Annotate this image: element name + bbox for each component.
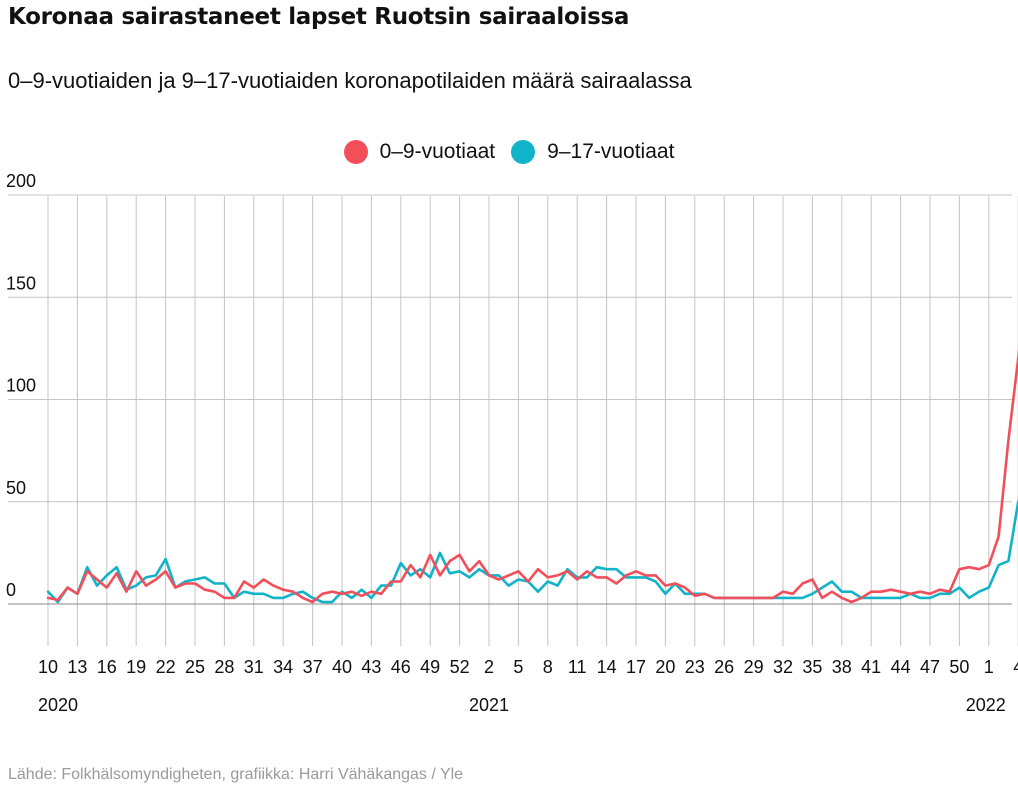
x-tick-label: 50 bbox=[949, 657, 969, 677]
x-tick-label: 52 bbox=[450, 657, 470, 677]
x-tick-label: 49 bbox=[420, 657, 440, 677]
y-tick-label: 0 bbox=[6, 580, 16, 600]
vertical-gridlines bbox=[47, 196, 1018, 646]
chart-legend: 0–9-vuotiaat 9–17-vuotiaat bbox=[0, 140, 1018, 164]
y-tick-label: 50 bbox=[6, 478, 26, 498]
chart-title: Koronaa sairastaneet lapset Ruotsin sair… bbox=[8, 4, 630, 30]
legend-swatch-9-17 bbox=[511, 140, 536, 164]
x-tick-label: 32 bbox=[773, 657, 793, 677]
x-tick-label: 20 bbox=[655, 657, 675, 677]
x-tick-label: 40 bbox=[332, 657, 352, 677]
year-label: 2020 bbox=[38, 695, 78, 715]
legend-swatch-0-9 bbox=[343, 140, 368, 164]
x-tick-label: 31 bbox=[244, 657, 264, 677]
horizontal-gridlines bbox=[8, 194, 1012, 605]
x-tick-label: 41 bbox=[861, 657, 881, 677]
x-tick-label: 11 bbox=[568, 657, 587, 677]
x-tick-label: 46 bbox=[391, 657, 411, 677]
x-tick-label: 2 bbox=[484, 657, 494, 677]
x-tick-label: 29 bbox=[744, 657, 764, 677]
x-tick-label: 16 bbox=[97, 657, 117, 677]
legend-label-0-9: 0–9-vuotiaat bbox=[379, 140, 496, 163]
year-label: 2021 bbox=[469, 695, 509, 715]
x-tick-label: 28 bbox=[214, 657, 234, 677]
legend-item-0-9: 0–9-vuotiaat bbox=[343, 140, 496, 164]
y-tick-label: 100 bbox=[6, 376, 36, 396]
y-tick-label: 200 bbox=[6, 171, 36, 191]
y-axis-tick-labels: 200 150 100 50 0 bbox=[6, 171, 36, 600]
x-tick-label: 5 bbox=[513, 657, 523, 677]
x-tick-label: 1 bbox=[984, 657, 994, 677]
x-tick-label: 38 bbox=[832, 657, 852, 677]
y-tick-label: 150 bbox=[6, 273, 36, 293]
x-tick-label: 37 bbox=[303, 657, 323, 677]
legend-label-9-17: 9–17-vuotiaat bbox=[547, 140, 675, 163]
series-line-0-9 bbox=[46, 348, 1018, 604]
x-tick-label: 13 bbox=[67, 657, 87, 677]
x-tick-label: 19 bbox=[126, 657, 146, 677]
x-tick-label: 43 bbox=[361, 657, 381, 677]
year-labels: 2020 2021 2022 bbox=[38, 695, 1006, 715]
year-label: 2022 bbox=[966, 695, 1006, 715]
x-tick-label: 35 bbox=[802, 657, 822, 677]
x-tick-label: 23 bbox=[685, 657, 705, 677]
x-tick-label: 26 bbox=[714, 657, 734, 677]
x-tick-label: 44 bbox=[891, 657, 911, 677]
chart-subtitle: 0–9-vuotiaiden ja 9–17-vuotiaiden korona… bbox=[8, 68, 692, 93]
series-line-9-17 bbox=[46, 498, 1018, 604]
x-tick-label: 34 bbox=[273, 657, 293, 677]
x-tick-label: 47 bbox=[920, 657, 940, 677]
x-tick-label: 25 bbox=[185, 657, 205, 677]
legend-item-9-17: 9–17-vuotiaat bbox=[511, 140, 674, 164]
x-tick-label: 17 bbox=[626, 657, 646, 677]
x-tick-label: 10 bbox=[38, 657, 58, 677]
source-credit: Lähde: Folkhälsomyndigheten, grafiikka: … bbox=[8, 766, 464, 783]
x-axis-tick-labels: 10 13 16 19 22 25 28 31 34 37 40 43 46 49 52 2 5 8 11 14 17 2… bbox=[38, 657, 1018, 677]
series-lines bbox=[46, 348, 1018, 604]
x-tick-label: 22 bbox=[156, 657, 176, 677]
x-tick-label: 4 bbox=[1013, 657, 1018, 677]
x-tick-label: 14 bbox=[597, 657, 617, 677]
x-tick-label: 8 bbox=[543, 657, 553, 677]
